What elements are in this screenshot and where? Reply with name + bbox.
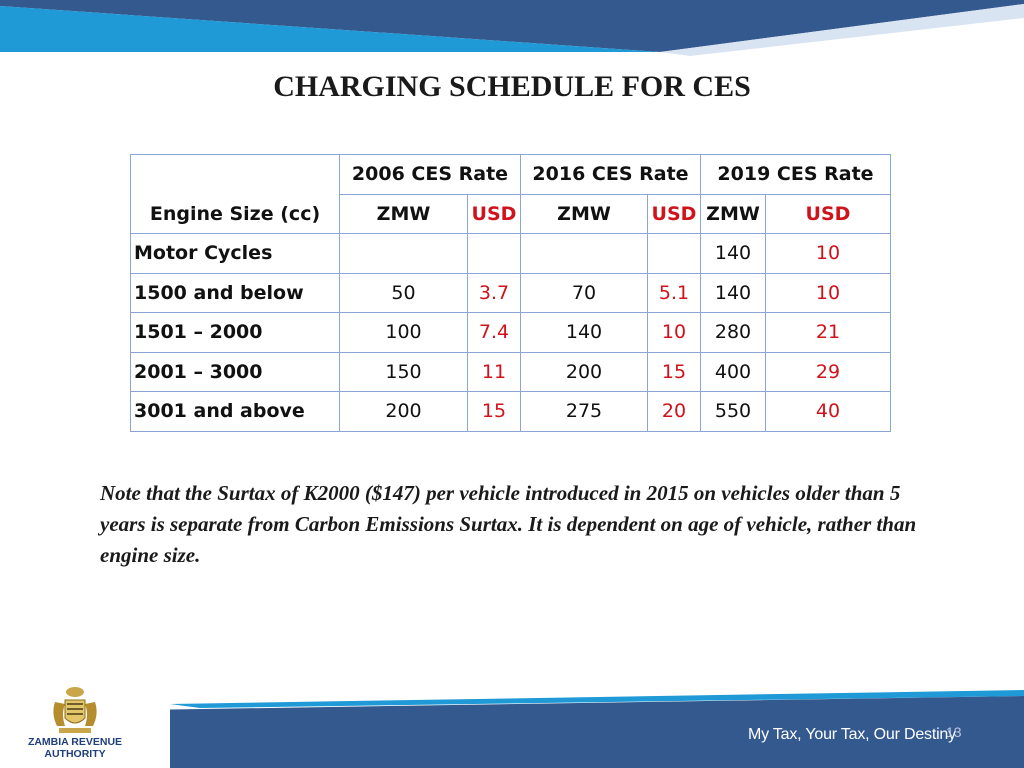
currency-usd-2019: USD [765, 193, 891, 234]
footer-tagline: My Tax, Your Tax, Our Destiny [748, 726, 956, 743]
page-title: CHARGING SCHEDULE FOR CES [273, 70, 751, 103]
page-number: 13 [946, 724, 962, 740]
cell-zmw-2006: 50 [339, 272, 468, 313]
row-label: 1501 – 2000 [130, 312, 340, 353]
surtax-note: Note that the Surtax of K2000 ($147) per… [100, 481, 917, 567]
cell-usd-2006 [467, 233, 521, 274]
top-decorative-band [0, 0, 1024, 56]
cell-zmw-2019: 140 [700, 272, 766, 313]
cell-zmw-2006: 100 [339, 312, 468, 353]
logo-line-2: AUTHORITY [44, 748, 106, 760]
cell-zmw-2019: 550 [700, 391, 766, 432]
currency-zmw-2019: ZMW [700, 193, 766, 234]
cell-usd-2019: 21 [765, 312, 891, 353]
cell-zmw-2006 [339, 233, 468, 274]
rate-2016-header: 2016 CES Rate [520, 154, 701, 195]
table-header-row: Engine Size (cc) 2006 CES Rate 2016 CES … [130, 154, 891, 234]
cell-usd-2016: 10 [647, 312, 701, 353]
table-row: 1500 and below 50 3.7 70 5.1 140 10 [130, 272, 891, 313]
table-row: 3001 and above 200 15 275 20 550 40 [130, 391, 891, 432]
cell-zmw-2016: 275 [520, 391, 648, 432]
row-label: Motor Cycles [130, 233, 340, 274]
cell-zmw-2006: 200 [339, 391, 468, 432]
table-row: 2001 – 3000 150 11 200 15 400 29 [130, 351, 891, 392]
cell-usd-2019: 10 [765, 272, 891, 313]
table-row: Motor Cycles 140 10 [130, 233, 891, 274]
row-label: 1500 and below [130, 272, 340, 313]
logo-line-1: ZAMBIA REVENUE [27, 736, 123, 748]
ces-rate-table: Engine Size (cc) 2006 CES Rate 2016 CES … [130, 154, 891, 432]
cell-usd-2016 [647, 233, 701, 274]
rate-2019-header: 2019 CES Rate [700, 154, 891, 195]
cell-usd-2006: 11 [467, 351, 521, 392]
cell-usd-2006: 7.4 [467, 312, 521, 353]
currency-zmw-2006: ZMW [339, 193, 468, 234]
rate-2006-header: 2006 CES Rate [339, 154, 521, 195]
cell-zmw-2016: 200 [520, 351, 648, 392]
cell-usd-2019: 40 [765, 391, 891, 432]
engine-size-header: Engine Size (cc) [130, 154, 340, 234]
currency-header-row: ZMW USD ZMW USD ZMW USD [131, 193, 891, 234]
cell-zmw-2016 [520, 233, 648, 274]
cell-usd-2016: 5.1 [647, 272, 701, 313]
cell-usd-2006: 15 [467, 391, 521, 432]
row-label: 2001 – 3000 [130, 351, 340, 392]
cell-zmw-2019: 140 [700, 233, 766, 274]
cell-zmw-2016: 140 [520, 312, 648, 353]
bottom-decorative-band [0, 686, 1024, 768]
zra-logo: ZAMBIA REVENUE AUTHORITY [20, 684, 130, 764]
cell-usd-2019: 10 [765, 233, 891, 274]
cell-zmw-2019: 280 [700, 312, 766, 353]
row-label: 3001 and above [130, 391, 340, 432]
table-row: 1501 – 2000 100 7.4 140 10 280 21 [130, 312, 891, 353]
currency-usd-2006: USD [467, 193, 521, 234]
cell-usd-2016: 20 [647, 391, 701, 432]
currency-usd-2016: USD [647, 193, 701, 234]
cell-usd-2019: 29 [765, 351, 891, 392]
cell-zmw-2006: 150 [339, 351, 468, 392]
cell-zmw-2019: 400 [700, 351, 766, 392]
currency-zmw-2016: ZMW [520, 193, 648, 234]
cell-usd-2006: 3.7 [467, 272, 521, 313]
cell-zmw-2016: 70 [520, 272, 648, 313]
cell-usd-2016: 15 [647, 351, 701, 392]
coat-of-arms-icon [53, 687, 97, 733]
